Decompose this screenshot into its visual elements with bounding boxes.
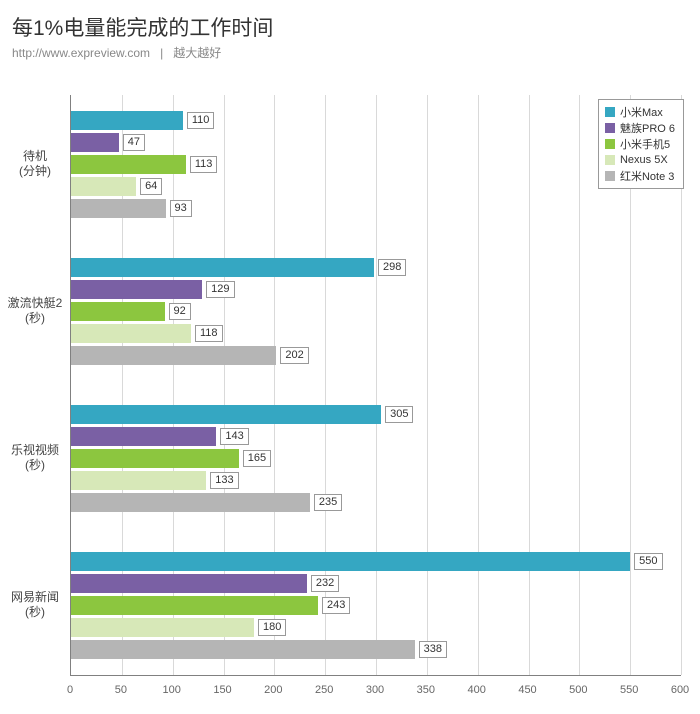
subtitle-note: 越大越好 (173, 46, 221, 60)
bar-value-label: 550 (634, 553, 662, 570)
bar (71, 111, 183, 130)
bar (71, 199, 166, 218)
x-tick-label: 500 (569, 684, 587, 696)
subtitle-sep: | (160, 46, 163, 60)
bar-value-label: 110 (187, 112, 215, 129)
bar (71, 177, 136, 196)
bar (71, 596, 318, 615)
bar-value-label: 93 (170, 200, 192, 217)
bar (71, 280, 202, 299)
legend-label: 小米Max (620, 104, 663, 120)
bar-value-label: 118 (195, 325, 223, 342)
x-tick-label: 600 (671, 684, 689, 696)
category-label: 待机(分钟) (5, 149, 65, 180)
bar (71, 258, 374, 277)
bar (71, 574, 307, 593)
bar (71, 471, 206, 490)
bar (71, 449, 239, 468)
category-label: 网易新闻(秒) (5, 590, 65, 621)
x-tick-label: 300 (366, 684, 384, 696)
bar (71, 493, 310, 512)
x-tick-label: 450 (518, 684, 536, 696)
legend-item: 魅族PRO 6 (605, 120, 675, 136)
bar (71, 346, 276, 365)
chart-subtitle: http://www.expreview.com | 越大越好 (12, 44, 221, 61)
bar-value-label: 180 (258, 619, 286, 636)
x-tick-label: 400 (467, 684, 485, 696)
bar-value-label: 232 (311, 575, 339, 592)
category-label: 乐视视频(秒) (5, 443, 65, 474)
x-tick-label: 550 (620, 684, 638, 696)
bar-value-label: 143 (220, 428, 248, 445)
bar (71, 324, 191, 343)
legend-swatch (605, 171, 615, 181)
subtitle-url: http://www.expreview.com (12, 46, 150, 60)
bar (71, 552, 630, 571)
x-tick-label: 200 (264, 684, 282, 696)
bar (71, 155, 186, 174)
x-tick-label: 350 (417, 684, 435, 696)
bar (71, 133, 119, 152)
legend-item: Nexus 5X (605, 152, 675, 168)
bar (71, 618, 254, 637)
category-label: 激流快艇2(秒) (5, 296, 65, 327)
gridline (478, 95, 479, 675)
legend-item: 小米Max (605, 104, 675, 120)
legend-swatch (605, 155, 615, 165)
bar (71, 640, 415, 659)
bar-value-label: 305 (385, 406, 413, 423)
gridline (579, 95, 580, 675)
gridline (427, 95, 428, 675)
legend-label: 小米手机5 (620, 136, 670, 152)
bar-value-label: 298 (378, 259, 406, 276)
bar-value-label: 235 (314, 494, 342, 511)
gridline (376, 95, 377, 675)
bar-value-label: 133 (210, 472, 238, 489)
gridline (529, 95, 530, 675)
bar-value-label: 165 (243, 450, 271, 467)
bar-value-label: 202 (280, 347, 308, 364)
legend-swatch (605, 107, 615, 117)
bar-value-label: 129 (206, 281, 234, 298)
bar-value-label: 338 (419, 641, 447, 658)
x-tick-label: 250 (315, 684, 333, 696)
bar-value-label: 92 (169, 303, 191, 320)
x-tick-label: 0 (67, 684, 73, 696)
legend-swatch (605, 123, 615, 133)
bar-value-label: 47 (123, 134, 145, 151)
bar (71, 302, 165, 321)
legend-item: 红米Note 3 (605, 168, 675, 184)
x-tick-label: 100 (162, 684, 180, 696)
chart-container: 每1%电量能完成的工作时间 http://www.expreview.com |… (0, 0, 700, 714)
plot-area: 110 47 113 64 93 298 129 92118 202 305 143 165 133 23… (70, 95, 681, 676)
legend-label: 魅族PRO 6 (620, 120, 675, 136)
legend-item: 小米手机5 (605, 136, 675, 152)
legend-label: Nexus 5X (620, 154, 668, 166)
bar-value-label: 64 (140, 178, 162, 195)
legend-swatch (605, 139, 615, 149)
legend-label: 红米Note 3 (620, 168, 674, 184)
chart-title: 每1%电量能完成的工作时间 (12, 12, 273, 42)
x-tick-label: 150 (213, 684, 231, 696)
x-tick-label: 50 (115, 684, 127, 696)
bar-value-label: 113 (190, 156, 218, 173)
legend: 小米Max魅族PRO 6小米手机5 Nexus 5X 红米Note 3 (598, 99, 684, 189)
bar (71, 405, 381, 424)
bar (71, 427, 216, 446)
bar-value-label: 243 (322, 597, 350, 614)
